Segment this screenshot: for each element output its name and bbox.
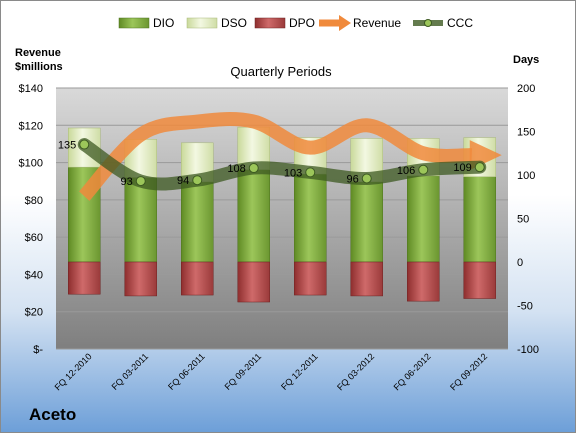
dio-bar: [407, 175, 440, 263]
legend-label-revenue: Revenue: [353, 16, 401, 30]
x-tick-label: FQ 06-2012: [392, 351, 433, 392]
plot-area: [56, 88, 508, 349]
y-right-tick-label: 100: [517, 170, 535, 182]
legend-swatch-dio: [118, 17, 150, 29]
x-axis: FQ 12-2010 FQ 03-2011 FQ 06-2011 FQ 09-2011…: [53, 351, 490, 392]
y-axis-right: -100 -50 0 50 100 150 200: [517, 83, 539, 356]
dpo-bar: [463, 261, 496, 299]
company-name: Aceto: [29, 405, 77, 424]
legend: DIO DSO DPO Revenue CCC: [118, 15, 473, 31]
ccc-point: [474, 162, 485, 173]
ccc-data-label: 103: [284, 167, 302, 179]
dpo-bar: [124, 261, 157, 297]
ccc-data-label: 135: [58, 140, 76, 152]
y-left-tick-label: $140: [19, 83, 43, 95]
ccc-data-label: 109: [453, 162, 471, 174]
ccc-point: [361, 173, 372, 184]
dpo-bar: [237, 261, 270, 303]
legend-label-dpo: DPO: [289, 16, 315, 30]
legend-label-dso: DSO: [221, 16, 247, 30]
ccc-point: [79, 139, 90, 150]
y-left-tick-label: $-: [33, 344, 43, 356]
legend-label-ccc: CCC: [447, 16, 473, 30]
ccc-point: [248, 163, 259, 174]
x-tick-label: FQ 09-2011: [223, 351, 264, 392]
y-right-tick-label: 200: [517, 83, 535, 95]
legend-swatch-ccc-marker: [424, 19, 432, 27]
x-tick-label: FQ 03-2011: [110, 351, 151, 392]
ccc-data-label: 94: [177, 175, 189, 187]
legend-swatch-dpo: [254, 17, 286, 29]
y-axis-left-title: Revenue $millions: [15, 47, 63, 73]
y-right-tick-label: 0: [517, 257, 523, 269]
dio-bar: [181, 181, 214, 263]
ccc-data-label: 96: [347, 173, 359, 185]
y-axis-left: $- $20 $40 $60 $80 $100 $120 $140: [19, 83, 44, 356]
y-left-tick-label: $20: [25, 307, 43, 319]
legend-label-dio: DIO: [153, 16, 174, 30]
dpo-bar: [407, 261, 440, 302]
ccc-point: [305, 167, 316, 178]
dio-bar: [237, 169, 270, 263]
legend-swatch-revenue-head: [339, 15, 351, 31]
dio-bar: [350, 181, 383, 263]
y-left-tick-label: $80: [25, 195, 43, 207]
x-tick-label: FQ 09-2012: [448, 351, 489, 392]
y-left-tick-label: $40: [25, 269, 43, 281]
legend-swatch-dso: [186, 17, 218, 29]
dio-bar: [294, 173, 327, 263]
y-right-tick-label: -100: [517, 344, 539, 356]
y-axis-right-title: Days: [513, 54, 540, 66]
x-tick-label: FQ 03-2012: [335, 351, 376, 392]
x-tick-label: FQ 06-2011: [166, 351, 207, 392]
ccc-series: 135 93 94 108 103 96 106 109: [58, 138, 487, 191]
y-right-tick-label: 50: [517, 214, 529, 226]
y-right-tick-label: -50: [517, 301, 533, 313]
x-tick-label: FQ 12-2010: [53, 351, 94, 392]
dpo-bar: [181, 261, 214, 296]
dpo-bar: [294, 261, 327, 296]
ccc-data-label: 108: [227, 163, 245, 175]
ccc-point: [418, 164, 429, 175]
ccc-data-label: 93: [121, 176, 133, 188]
y-left-tick-label: $60: [25, 232, 43, 244]
ccc-data-label: 106: [397, 165, 415, 177]
y-left-tick-label: $120: [19, 120, 43, 132]
dio-bar: [124, 177, 157, 263]
revenue-line: [78, 112, 473, 201]
dpo-bar: [350, 261, 383, 297]
ccc-point: [135, 176, 146, 187]
chart-title: Quarterly Periods: [230, 64, 332, 79]
dio-bar: [463, 176, 496, 263]
dpo-bar: [68, 261, 101, 295]
y-left-tick-label: $100: [19, 158, 43, 170]
ccc-point: [192, 175, 203, 186]
x-tick-label: FQ 12-2011: [279, 351, 320, 392]
y-right-tick-label: 150: [517, 127, 535, 139]
